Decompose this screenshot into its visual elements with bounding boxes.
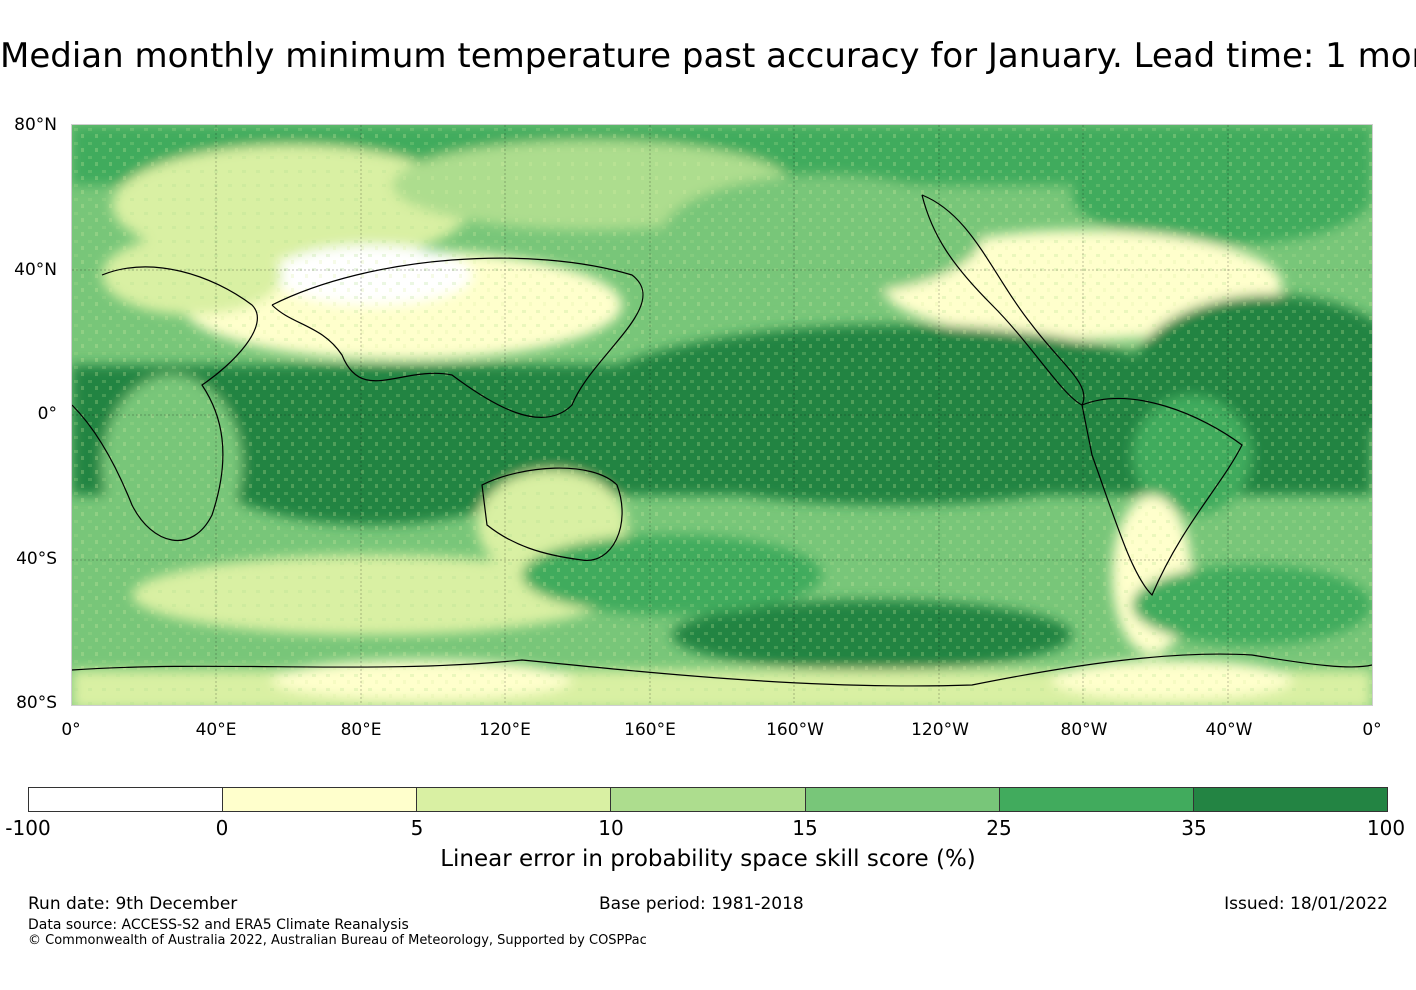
colorbar-segment <box>805 788 1000 811</box>
lon-label-80e: 80°E <box>340 720 382 740</box>
colorbar-tick: 25 <box>986 816 1012 840</box>
copyright: © Commonwealth of Australia 2022, Austra… <box>28 933 647 948</box>
lon-label-160w: 160°W <box>766 720 824 740</box>
colorbar <box>28 787 1388 812</box>
base-period: Base period: 1981-2018 <box>599 894 804 914</box>
issued-date: Issued: 18/01/2022 <box>1224 894 1388 914</box>
graticule <box>72 125 1372 705</box>
lon-label-40w: 40°W <box>1205 720 1253 740</box>
colorbar-tick: 10 <box>598 816 624 840</box>
colorbar-tick: -100 <box>5 816 51 840</box>
colorbar-tick: 5 <box>410 816 424 840</box>
colorbar-segment <box>29 788 224 811</box>
map-canvas <box>72 125 1372 705</box>
lat-label-80s: 80°S <box>16 693 57 713</box>
chart-title: Median monthly minimum temperature past … <box>0 36 1416 76</box>
colorbar-tick: 15 <box>792 816 818 840</box>
lat-label-40n: 40°N <box>14 260 57 280</box>
lon-label-0: 0° <box>61 720 81 740</box>
colorbar-segment <box>611 788 806 811</box>
colorbar-segment <box>417 788 612 811</box>
lon-label-0-east: 0° <box>1362 720 1382 740</box>
colorbar-segment <box>223 788 418 811</box>
colorbar-segment <box>999 788 1194 811</box>
colorbar-segment <box>1193 788 1387 811</box>
lat-label-80n: 80°N <box>14 115 57 135</box>
lon-label-80w: 80°W <box>1060 720 1108 740</box>
colorbar-tick: 0 <box>215 816 229 840</box>
skill-score-map <box>71 124 1373 706</box>
lon-label-120e: 120°E <box>479 720 531 740</box>
run-date: Run date: 9th December <box>28 894 238 914</box>
data-source: Data source: ACCESS-S2 and ERA5 Climate … <box>28 917 409 933</box>
lat-label-0: 0° <box>37 404 57 424</box>
lon-label-160e: 160°E <box>624 720 676 740</box>
lon-label-40e: 40°E <box>195 720 237 740</box>
lon-label-120w: 120°W <box>911 720 969 740</box>
coastlines <box>72 194 1372 687</box>
colorbar-label: Linear error in probability space skill … <box>440 846 976 872</box>
lat-label-40s: 40°S <box>16 549 57 569</box>
colorbar-tick: 100 <box>1366 816 1406 840</box>
colorbar-tick: 35 <box>1181 816 1207 840</box>
